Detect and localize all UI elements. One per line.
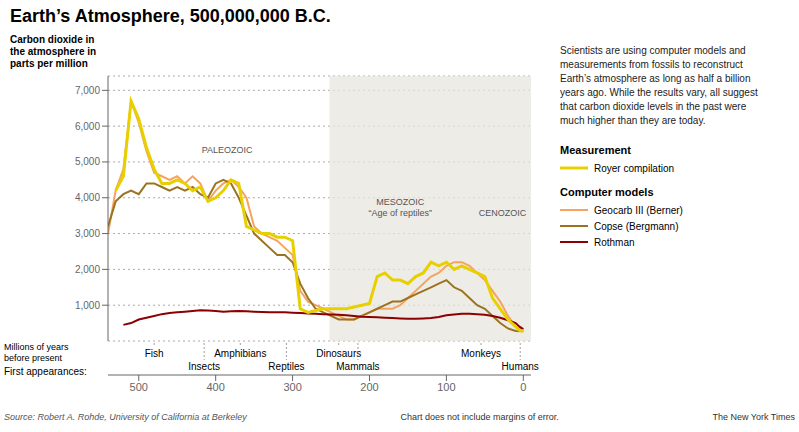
html-text:First appearances:: First appearances: — [4, 366, 87, 377]
html-text:Measurement: Measurement — [560, 144, 631, 156]
html-text:Chart does not include margins: Chart does not include margins of error. — [400, 412, 559, 422]
html-text:measurements from fossils to r: measurements from fossils to reconstruct — [560, 59, 743, 70]
html-text:Computer models: Computer models — [560, 186, 654, 198]
svg-text:200: 200 — [360, 381, 378, 393]
svg-text:Monkeys: Monkeys — [461, 348, 501, 359]
html-text:years ago. While the results v: years ago. While the results vary, all s… — [560, 87, 758, 98]
html-text:The New York Times: The New York Times — [712, 412, 795, 422]
html-text:Source: Robert A. Rohde, Unive: Source: Robert A. Rohde, University of C… — [4, 412, 247, 422]
html-text:Earth’s atmosphere as long as: Earth’s atmosphere as long as half a bil… — [560, 73, 751, 84]
svg-text:7,000: 7,000 — [75, 85, 100, 96]
svg-text:3,000: 3,000 — [75, 228, 100, 239]
html-text:Copse (Bergmann): Copse (Bergmann) — [594, 220, 679, 232]
svg-text:MESOZOIC“Age of reptiles”: MESOZOIC“Age of reptiles” — [368, 197, 432, 218]
svg-text:6,000: 6,000 — [75, 121, 100, 132]
svg-text:1,000: 1,000 — [75, 300, 100, 311]
svg-text:5,000: 5,000 — [75, 156, 100, 167]
svg-text:Humans: Humans — [502, 361, 539, 372]
html-text:Geocarb III (Berner): Geocarb III (Berner) — [594, 204, 683, 216]
svg-text:Reptiles: Reptiles — [268, 361, 304, 372]
svg-text:Amphibians: Amphibians — [214, 348, 266, 359]
svg-text:4,000: 4,000 — [75, 192, 100, 203]
html-text:much higher than they are toda: much higher than they are today. — [560, 115, 706, 126]
svg-text:Mammals: Mammals — [336, 361, 379, 372]
svg-text:PALEOZOIC: PALEOZOIC — [202, 145, 253, 155]
svg-text:2,000: 2,000 — [75, 264, 100, 275]
svg-text:Fish: Fish — [145, 348, 164, 359]
html-text:Royer compilation: Royer compilation — [594, 162, 674, 174]
svg-text:Insects: Insects — [188, 361, 220, 372]
svg-text:300: 300 — [283, 381, 301, 393]
svg-text:400: 400 — [206, 381, 224, 393]
svg-text:0: 0 — [520, 381, 526, 393]
html-text:Scientists are using computer: Scientists are using computer models and — [560, 45, 746, 56]
html-text:that carbon dioxide levels in: that carbon dioxide levels in the past w… — [560, 101, 747, 112]
html-text:Carbon dioxide in the atmosphe: Carbon dioxide in the atmosphere in part… — [10, 34, 97, 69]
html-text:Earth’s Atmosphere, 500,000,00: Earth’s Atmosphere, 500,000,000 B.C. — [10, 6, 331, 26]
svg-text:Dinosaurs: Dinosaurs — [316, 348, 361, 359]
html-text:Millions of years before prese: Millions of years before present — [4, 342, 69, 363]
svg-text:500: 500 — [130, 381, 148, 393]
html-text:Rothman: Rothman — [594, 236, 635, 248]
svg-text:100: 100 — [437, 381, 455, 393]
svg-text:CENOZOIC: CENOZOIC — [479, 208, 527, 218]
